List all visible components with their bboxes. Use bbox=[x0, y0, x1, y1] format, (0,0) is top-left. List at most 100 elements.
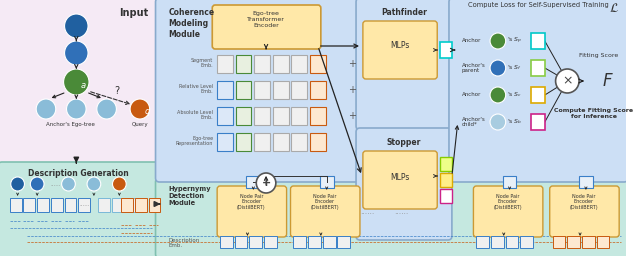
Bar bbox=[596, 236, 609, 248]
Bar bbox=[217, 107, 233, 125]
Text: Stopper: Stopper bbox=[387, 138, 421, 147]
Circle shape bbox=[556, 69, 579, 93]
Text: $q$: $q$ bbox=[144, 106, 151, 118]
Text: Query: Query bbox=[132, 122, 148, 127]
Bar bbox=[217, 133, 233, 151]
Circle shape bbox=[30, 177, 44, 191]
Bar bbox=[78, 198, 90, 212]
Text: Description Generation: Description Generation bbox=[28, 169, 129, 178]
Text: MLPs: MLPs bbox=[390, 173, 410, 182]
Bar bbox=[37, 198, 49, 212]
Text: Compute Loss for Self-Supervised Training: Compute Loss for Self-Supervised Trainin… bbox=[468, 2, 609, 8]
Circle shape bbox=[87, 177, 100, 191]
Bar bbox=[273, 133, 289, 151]
Text: 's $S_c$: 's $S_c$ bbox=[507, 91, 522, 99]
Text: Anchor's
child*: Anchor's child* bbox=[461, 117, 485, 127]
Bar bbox=[291, 133, 307, 151]
FancyBboxPatch shape bbox=[356, 0, 452, 130]
Bar bbox=[553, 236, 565, 248]
Text: +: + bbox=[261, 178, 271, 188]
FancyBboxPatch shape bbox=[291, 186, 360, 237]
Bar bbox=[148, 198, 161, 212]
Circle shape bbox=[36, 99, 56, 119]
Text: +: + bbox=[348, 85, 356, 95]
FancyBboxPatch shape bbox=[550, 186, 619, 237]
Circle shape bbox=[113, 177, 126, 191]
Bar bbox=[254, 81, 270, 99]
Bar bbox=[236, 133, 252, 151]
Bar bbox=[440, 42, 452, 58]
Bar bbox=[310, 107, 326, 125]
Bar bbox=[246, 176, 260, 188]
Text: ......: ...... bbox=[80, 202, 90, 208]
Text: Anchor: Anchor bbox=[461, 92, 481, 98]
Bar bbox=[254, 107, 270, 125]
Text: +: + bbox=[348, 111, 356, 121]
Bar bbox=[567, 236, 580, 248]
Bar bbox=[111, 198, 124, 212]
Bar bbox=[582, 236, 595, 248]
Bar bbox=[236, 55, 252, 73]
Bar bbox=[135, 198, 147, 212]
Text: ?: ? bbox=[115, 86, 120, 96]
Circle shape bbox=[490, 60, 506, 76]
Bar bbox=[65, 198, 76, 212]
Bar bbox=[264, 236, 277, 248]
Bar bbox=[531, 60, 545, 76]
Text: Relative Level
Emb.: Relative Level Emb. bbox=[179, 84, 213, 94]
Text: ......: ...... bbox=[51, 182, 61, 187]
Bar bbox=[310, 81, 326, 99]
Bar bbox=[520, 236, 533, 248]
FancyBboxPatch shape bbox=[217, 186, 287, 237]
Text: MLPs: MLPs bbox=[390, 41, 410, 50]
Bar bbox=[440, 157, 452, 171]
Bar bbox=[10, 198, 22, 212]
Circle shape bbox=[130, 99, 150, 119]
Text: Segment
Emb.: Segment Emb. bbox=[191, 58, 213, 68]
Text: Pathfinder: Pathfinder bbox=[381, 8, 427, 17]
Bar bbox=[291, 81, 307, 99]
Text: Ego-tree
Representation: Ego-tree Representation bbox=[176, 136, 213, 146]
Bar bbox=[310, 133, 326, 151]
Bar bbox=[506, 236, 518, 248]
Bar bbox=[250, 236, 262, 248]
Bar bbox=[235, 236, 248, 248]
Circle shape bbox=[97, 99, 116, 119]
Bar bbox=[125, 198, 137, 212]
Bar bbox=[122, 198, 133, 212]
Bar bbox=[320, 176, 333, 188]
Text: Ego-tree
Transformer
Encoder: Ego-tree Transformer Encoder bbox=[247, 11, 285, 28]
Circle shape bbox=[61, 177, 76, 191]
Text: Node Pair
Encoder
(DistilBERT): Node Pair Encoder (DistilBERT) bbox=[310, 194, 339, 210]
Bar bbox=[254, 133, 270, 151]
Bar bbox=[217, 55, 233, 73]
Bar bbox=[273, 81, 289, 99]
Bar bbox=[440, 189, 452, 203]
Circle shape bbox=[490, 33, 506, 49]
Bar bbox=[503, 176, 516, 188]
Bar bbox=[531, 114, 545, 130]
Circle shape bbox=[490, 114, 506, 130]
Text: 's $S_f$: 's $S_f$ bbox=[507, 63, 522, 72]
FancyBboxPatch shape bbox=[212, 5, 321, 49]
Bar bbox=[254, 55, 270, 73]
Text: $F$: $F$ bbox=[602, 72, 613, 90]
FancyBboxPatch shape bbox=[156, 178, 628, 256]
Circle shape bbox=[65, 14, 88, 38]
Bar bbox=[273, 55, 289, 73]
Bar bbox=[291, 107, 307, 125]
Text: Coherence
Modeling
Module: Coherence Modeling Module bbox=[168, 8, 214, 39]
FancyBboxPatch shape bbox=[0, 162, 161, 256]
Bar bbox=[310, 55, 326, 73]
FancyBboxPatch shape bbox=[474, 186, 543, 237]
Circle shape bbox=[67, 99, 86, 119]
Bar bbox=[294, 236, 306, 248]
Bar bbox=[220, 236, 233, 248]
Bar bbox=[308, 236, 321, 248]
Text: $\times$: $\times$ bbox=[562, 74, 573, 88]
Text: 's $S_b$: 's $S_b$ bbox=[507, 118, 522, 126]
Bar bbox=[440, 173, 452, 187]
Text: Input: Input bbox=[120, 8, 148, 18]
Text: ......: ...... bbox=[394, 207, 408, 216]
Text: Absolute Level
Emb.: Absolute Level Emb. bbox=[177, 110, 213, 120]
